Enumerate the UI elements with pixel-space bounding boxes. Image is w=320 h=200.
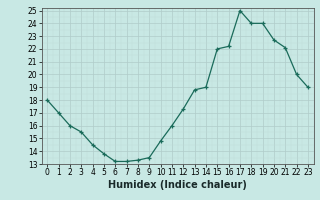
X-axis label: Humidex (Indice chaleur): Humidex (Indice chaleur) [108,180,247,190]
